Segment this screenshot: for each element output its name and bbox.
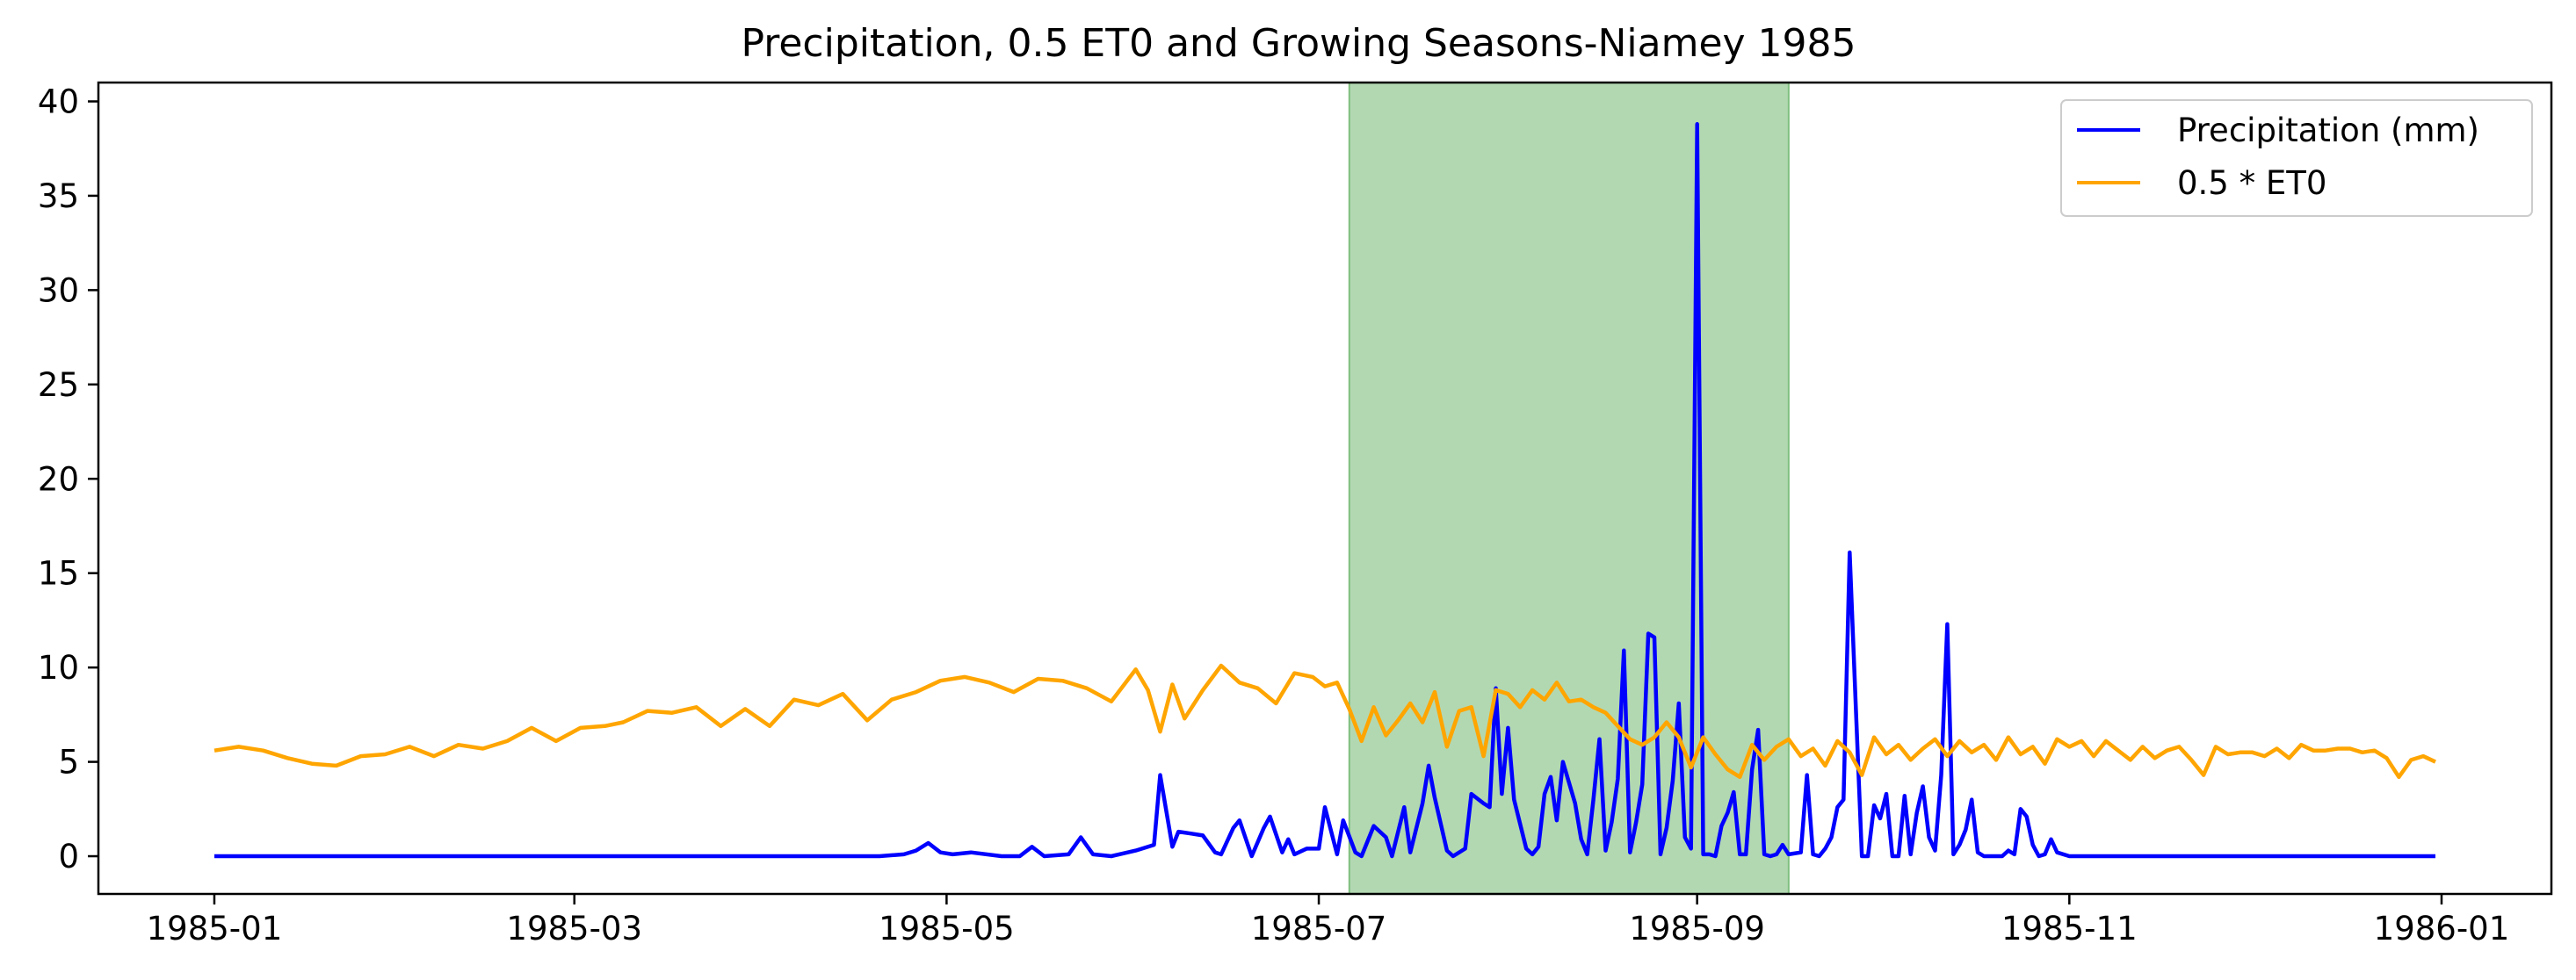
y-tick-label-0: 0 — [58, 838, 79, 876]
x-axis-ticks: 1985-01 1985-03 1985-05 1985-07 1985-09 1985-… — [147, 894, 2510, 948]
y-tick-label-3: 15 — [38, 555, 79, 593]
y-tick-label-4: 20 — [38, 460, 79, 498]
y-axis-ticks: 0 5 10 15 20 25 30 35 40 — [38, 83, 98, 876]
y-tick-label-7: 35 — [38, 177, 79, 215]
series-line-0 — [214, 122, 2435, 859]
x-tick-label-6: 1986-01 — [2374, 910, 2510, 948]
y-tick-label-8: 40 — [38, 83, 79, 120]
y-tick-label-2: 10 — [38, 649, 79, 687]
y-tick-label-6: 30 — [38, 271, 79, 309]
series-layer — [213, 122, 2436, 859]
x-tick-label-0: 1985-01 — [147, 910, 283, 948]
x-tick-label-4: 1985-09 — [1629, 910, 1765, 948]
legend-box — [2060, 99, 2533, 217]
x-tick-label-1: 1985-03 — [506, 910, 642, 948]
legend: Precipitation (mm) 0.5 * ET0 — [2060, 99, 2533, 217]
y-tick-label-5: 25 — [38, 366, 79, 404]
shaded-region-layer — [1348, 82, 1790, 895]
chart-title: Precipitation, 0.5 ET0 and Growing Seaso… — [741, 21, 1856, 66]
plot-frame — [97, 81, 2553, 896]
x-tick-label-5: 1985-11 — [2001, 910, 2138, 948]
x-tick-label-3: 1985-07 — [1251, 910, 1387, 948]
y-tick-label-1: 5 — [58, 744, 79, 782]
growing-season-region-0 — [1348, 82, 1790, 895]
x-tick-label-2: 1985-05 — [879, 910, 1015, 948]
legend-label-precipitation: Precipitation (mm) — [2177, 112, 2479, 149]
series-line-1 — [213, 663, 2436, 780]
legend-label-et0: 0.5 * ET0 — [2177, 164, 2326, 202]
